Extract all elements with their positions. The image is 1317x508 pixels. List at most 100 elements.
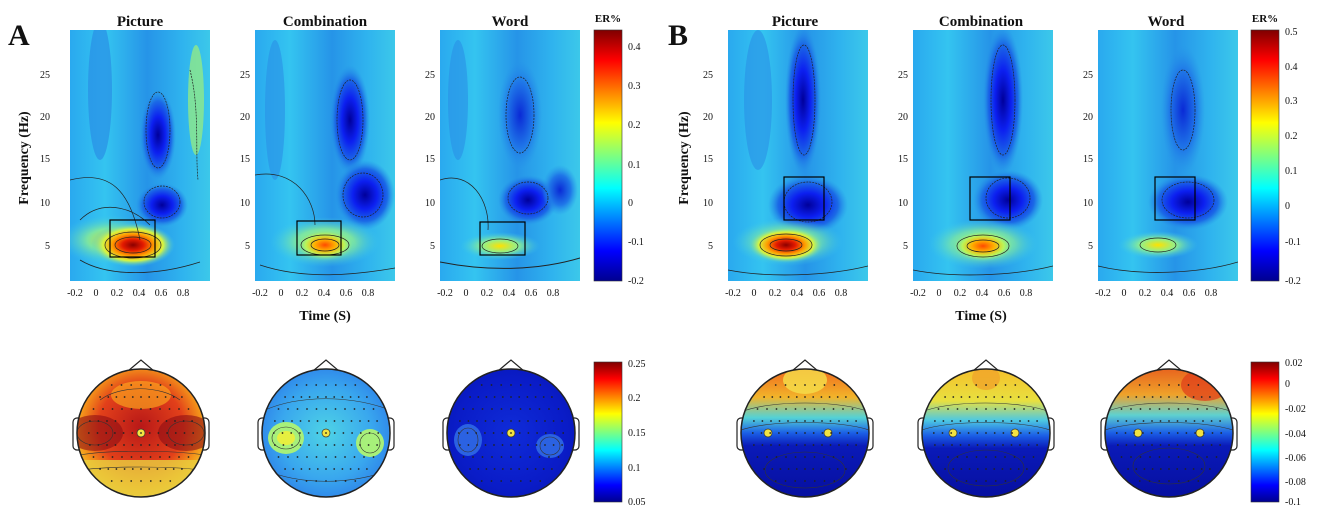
electrode-dot bbox=[282, 420, 285, 422]
electrode-dot bbox=[527, 420, 529, 422]
electrode-dot bbox=[333, 420, 336, 422]
svg-text:-0.08: -0.08 bbox=[1285, 477, 1306, 488]
electrode-dot bbox=[308, 420, 310, 422]
electrode-dot bbox=[795, 420, 798, 422]
electrode-dot bbox=[121, 456, 123, 458]
electrode-dot bbox=[534, 468, 537, 470]
electrode-dot bbox=[1130, 408, 1132, 410]
electrode-dot bbox=[192, 432, 195, 434]
electrode-dot bbox=[172, 468, 175, 470]
electrode-dot bbox=[1023, 456, 1025, 458]
electrode-dot bbox=[947, 408, 949, 410]
svg-text:-0.1: -0.1 bbox=[1285, 237, 1301, 248]
electrode-dot bbox=[1004, 456, 1006, 458]
electrode-dot bbox=[832, 408, 835, 410]
electrode-dot bbox=[774, 480, 777, 482]
electrode-dot bbox=[306, 456, 308, 458]
tf-map-b-combination bbox=[913, 30, 1053, 281]
electrode-dot bbox=[1011, 432, 1013, 434]
electrode-dot bbox=[561, 420, 563, 422]
electrode-dot bbox=[1117, 444, 1119, 446]
electrode-dot bbox=[820, 468, 823, 470]
electrode-dot bbox=[156, 396, 159, 398]
electrode-dot bbox=[766, 456, 768, 458]
electrode-dot bbox=[290, 432, 293, 434]
electrode-dot bbox=[1168, 432, 1170, 434]
electrode-dot bbox=[538, 456, 541, 458]
electrode-dot bbox=[794, 480, 797, 482]
electrode-dot bbox=[804, 408, 806, 410]
svg-text:0.8: 0.8 bbox=[362, 288, 375, 299]
electrode-dot bbox=[469, 396, 471, 398]
electrode-dot bbox=[847, 432, 850, 434]
electrode-dot bbox=[485, 468, 488, 470]
electrode-dot bbox=[1176, 396, 1179, 398]
electrode-dot bbox=[359, 420, 361, 422]
electrode-dot bbox=[976, 420, 979, 422]
electrode-dot bbox=[149, 480, 152, 482]
electrode-dot bbox=[169, 384, 172, 386]
electrode-dot bbox=[1125, 444, 1128, 446]
electrode-dot bbox=[92, 456, 95, 458]
electrode-dot bbox=[1200, 396, 1203, 398]
electrode-dot bbox=[845, 396, 847, 398]
electrode-dot bbox=[518, 444, 521, 446]
electrode-dot bbox=[756, 408, 759, 410]
electrode-dot bbox=[485, 396, 488, 398]
svg-text:0.1: 0.1 bbox=[628, 160, 641, 171]
electrode-dot bbox=[804, 420, 806, 422]
electrode-dot bbox=[1027, 420, 1030, 422]
x-axis-label-b: Time (S) bbox=[955, 309, 1007, 324]
electrode-dot bbox=[544, 432, 547, 434]
electrode-dot bbox=[89, 444, 91, 446]
electrode-dot bbox=[291, 444, 293, 446]
electrode-dot bbox=[985, 480, 987, 482]
electrode-dot bbox=[812, 468, 815, 470]
electrode-dot bbox=[349, 468, 352, 470]
svg-text:5: 5 bbox=[45, 241, 50, 252]
electrode-dot bbox=[993, 468, 996, 470]
electrode-dot bbox=[1177, 384, 1180, 386]
electrode-dot bbox=[985, 456, 987, 458]
electrode-dot bbox=[350, 420, 353, 422]
electrode-dot bbox=[1151, 468, 1154, 470]
electrode-dot bbox=[274, 444, 276, 446]
electrode-dot bbox=[1017, 396, 1020, 398]
svg-text:0.8: 0.8 bbox=[177, 288, 190, 299]
title-b-combination: Combination bbox=[939, 14, 1024, 30]
electrode-dot bbox=[959, 420, 962, 422]
electrode-dot bbox=[770, 420, 772, 422]
electrode-dot bbox=[829, 444, 832, 446]
svg-text:0.8: 0.8 bbox=[835, 288, 848, 299]
electrode-dot bbox=[148, 444, 151, 446]
electrode-dot bbox=[277, 408, 280, 410]
electrode-dot bbox=[1002, 444, 1004, 446]
electrode-dot bbox=[932, 432, 935, 434]
electrode-dot bbox=[282, 444, 285, 446]
electrode-dot bbox=[1211, 432, 1214, 434]
electrode-dot bbox=[1028, 432, 1031, 434]
electrode-dot bbox=[342, 444, 344, 446]
electrode-dot bbox=[539, 480, 542, 482]
electrode-dot bbox=[490, 384, 493, 386]
electrode-dot bbox=[349, 396, 352, 398]
electrode-dot bbox=[1138, 384, 1141, 386]
electrode-dot bbox=[1185, 444, 1187, 446]
electrode-dot bbox=[950, 432, 953, 434]
electrode-dot bbox=[1202, 420, 1204, 422]
electrode-dot bbox=[548, 408, 550, 410]
electrode-dot bbox=[1151, 396, 1154, 398]
electrode-dot bbox=[367, 420, 370, 422]
electrode-dot bbox=[942, 444, 945, 446]
electrode-dot bbox=[937, 456, 940, 458]
electrode-dot bbox=[552, 420, 555, 422]
electrode-dot bbox=[149, 408, 152, 410]
electrode-dot bbox=[1158, 480, 1161, 482]
electrode-dot bbox=[778, 444, 781, 446]
electrode-dot bbox=[959, 444, 962, 446]
svg-text:0.4: 0.4 bbox=[503, 288, 516, 299]
electrode-dot bbox=[467, 444, 470, 446]
electrode-dot bbox=[351, 432, 353, 434]
svg-text:0.6: 0.6 bbox=[525, 288, 538, 299]
svg-text:0.02: 0.02 bbox=[1285, 358, 1303, 369]
